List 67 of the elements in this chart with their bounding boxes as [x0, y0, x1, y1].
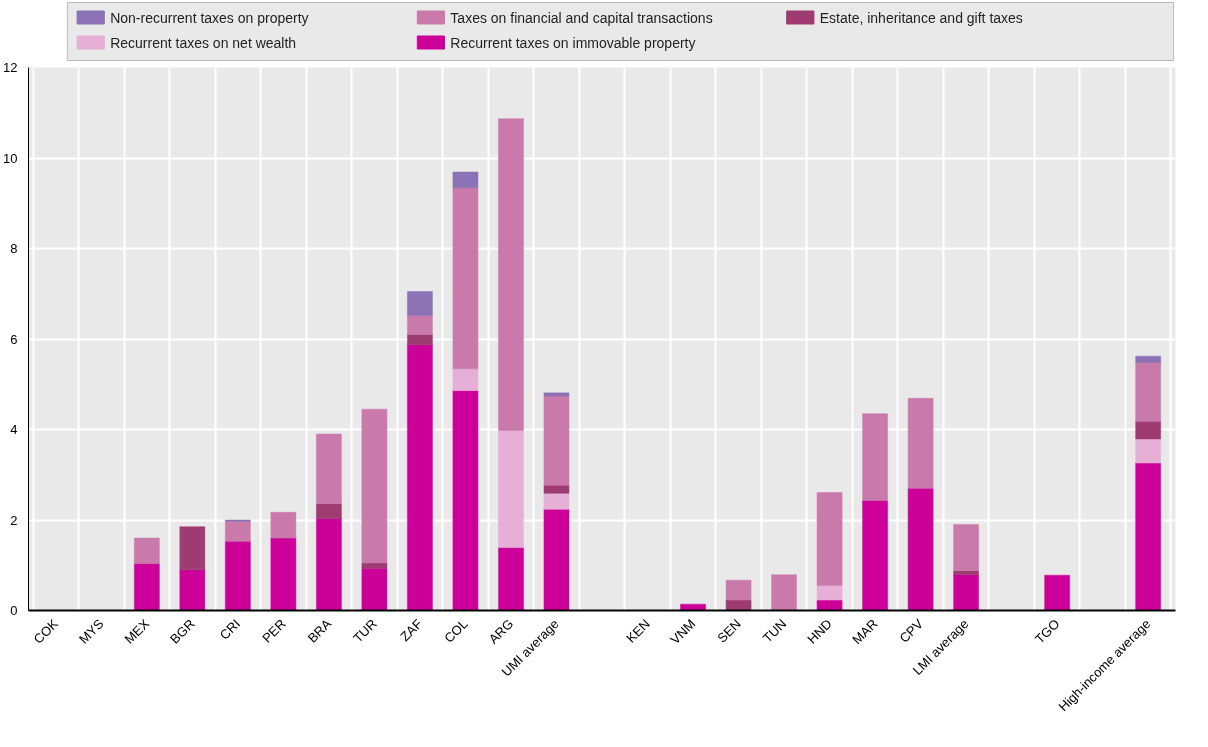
bar [361, 568, 388, 611]
bar [452, 171, 479, 189]
bar [498, 430, 524, 548]
legend-label: Recurrent taxes on net wealth [110, 34, 297, 51]
bar [225, 541, 251, 611]
bar [543, 395, 570, 486]
bar [316, 433, 342, 504]
y-tick-label: 12 [3, 60, 18, 75]
bar [1135, 438, 1161, 464]
bar [543, 392, 570, 397]
bar [1044, 574, 1070, 611]
bar [725, 579, 752, 601]
bar [953, 574, 979, 611]
x-tick-label: BRA [304, 615, 335, 646]
bar [953, 524, 979, 571]
bar [543, 508, 570, 611]
legend-label: Taxes on financial and capital transactions [450, 9, 713, 26]
bar [907, 488, 934, 611]
y-tick-label: 0 [10, 603, 18, 618]
x-tick-label: TUN [759, 616, 790, 646]
bar [270, 537, 297, 611]
x-tick-label: TUR [350, 616, 380, 646]
bar [407, 291, 433, 316]
bar [452, 368, 479, 391]
bar [452, 390, 479, 611]
bar [407, 315, 433, 335]
bar [316, 518, 342, 611]
bar [1135, 421, 1161, 440]
bar [862, 500, 888, 611]
bar [862, 413, 888, 501]
bar [498, 547, 524, 611]
bar [452, 187, 479, 370]
bar [771, 574, 797, 611]
bar [543, 484, 570, 494]
legend-label: Non-recurrent taxes on property [110, 9, 309, 26]
bar [361, 562, 388, 569]
bar [680, 603, 706, 611]
bar [725, 599, 752, 611]
bar [270, 512, 297, 539]
bar [1135, 355, 1161, 363]
y-tick-label: 6 [10, 331, 18, 347]
legend-label: Estate, inheritance and gift taxes [819, 9, 1023, 26]
bar [816, 585, 843, 601]
bar [407, 334, 433, 346]
x-tick-label: TGO [1031, 616, 1063, 647]
x-tick-label: COL [441, 616, 471, 646]
bar [361, 408, 388, 564]
bar [498, 118, 524, 431]
y-tick-label: 2 [10, 512, 18, 528]
bar [907, 398, 934, 489]
y-tick-label: 8 [10, 241, 18, 256]
bar [407, 344, 433, 611]
legend-label: Recurrent taxes on immovable property [450, 34, 696, 51]
bar [816, 599, 843, 611]
bar [134, 537, 160, 564]
x-tick-label: CRI [216, 616, 244, 643]
bar [134, 563, 160, 611]
y-tick-label: 10 [3, 150, 18, 166]
bar [179, 569, 206, 611]
bar [1135, 462, 1161, 611]
bar [179, 526, 206, 571]
bar [1135, 362, 1161, 422]
bar [816, 492, 843, 586]
bar [225, 521, 251, 542]
bar [543, 493, 570, 510]
bar [316, 503, 342, 519]
y-tick-label: 4 [10, 422, 18, 437]
